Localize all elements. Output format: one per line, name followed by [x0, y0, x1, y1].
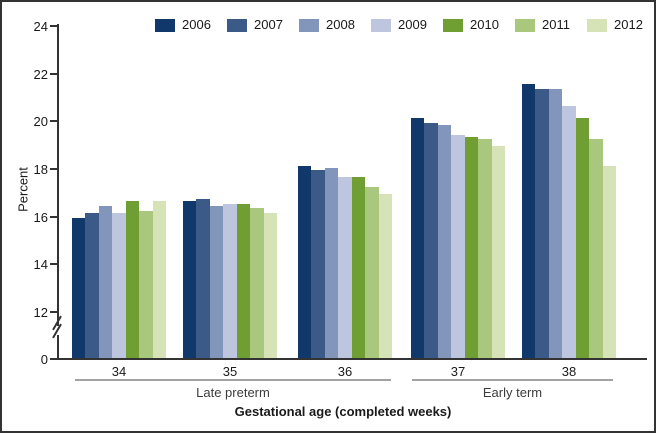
y-tick-label: 20 [33, 114, 48, 130]
y-tick [50, 167, 57, 170]
bar [424, 122, 438, 358]
bar [491, 146, 506, 358]
bar [125, 201, 140, 358]
bar [196, 198, 210, 358]
bar [182, 201, 197, 358]
category-label: 35 [222, 364, 238, 379]
bar [250, 208, 264, 358]
y-tick-label: 0 [40, 352, 48, 367]
y-tick [50, 215, 57, 218]
x-axis-title: Gestational age (completed weeks) [234, 404, 452, 419]
legend-swatch [371, 19, 391, 32]
legend-swatch [155, 19, 175, 32]
bar [478, 139, 492, 358]
legend-label: 2012 [614, 17, 643, 32]
bar [351, 177, 366, 358]
y-tick-label: 16 [33, 209, 48, 225]
bar [139, 210, 153, 358]
bar [263, 213, 278, 358]
group-span-label: Early term [482, 385, 543, 400]
bar [236, 203, 251, 358]
bar [451, 134, 465, 358]
y-tick-label: 14 [33, 257, 48, 273]
legend-label: 2008 [326, 17, 355, 32]
bar [464, 136, 479, 358]
bar [589, 139, 603, 358]
bar [209, 206, 224, 358]
category-label: 34 [111, 364, 127, 379]
bar [85, 213, 99, 358]
bar [378, 194, 393, 358]
category-label: 37 [450, 364, 466, 379]
legend-label: 2010 [470, 17, 499, 32]
legend-label: 2006 [182, 17, 211, 32]
bar [311, 170, 325, 358]
x-axis-line [57, 358, 647, 360]
bar [437, 124, 452, 358]
bar [575, 117, 590, 358]
bar [535, 89, 549, 358]
y-tick [50, 311, 57, 313]
bar [71, 217, 86, 358]
bar [521, 84, 536, 358]
legend-swatch [299, 19, 319, 32]
y-tick [50, 72, 57, 75]
legend-label: 2007 [254, 17, 283, 32]
bar [98, 206, 113, 358]
legend-swatch [587, 19, 607, 32]
bar [223, 203, 237, 358]
y-tick [50, 24, 57, 27]
category-label: 36 [337, 364, 353, 379]
bar [365, 186, 379, 358]
bar [602, 165, 617, 358]
y-axis-line [57, 335, 59, 360]
y-axis-line [57, 24, 59, 326]
bar [152, 201, 167, 358]
group-span-label: Late preterm [196, 385, 270, 400]
bar [562, 105, 576, 358]
y-tick [50, 263, 57, 266]
group-span-line [412, 379, 613, 381]
y-tick [50, 120, 57, 123]
bar [324, 167, 339, 358]
y-tick [50, 358, 57, 360]
legend-swatch [227, 19, 247, 32]
y-tick-label: 24 [33, 18, 48, 34]
legend-swatch [443, 19, 463, 32]
bar [548, 89, 563, 358]
legend-swatch [515, 19, 535, 32]
legend-label: 2011 [542, 17, 570, 32]
category-label: 38 [561, 364, 577, 379]
group-span-line [75, 379, 391, 381]
legend-label: 2009 [398, 17, 427, 32]
y-tick-label: 18 [33, 161, 48, 177]
bar [338, 177, 352, 358]
bar [112, 213, 126, 358]
y-tick-label: 12 [33, 305, 48, 320]
bar [297, 165, 312, 358]
y-tick-label: 22 [33, 66, 48, 82]
bar [410, 117, 425, 358]
